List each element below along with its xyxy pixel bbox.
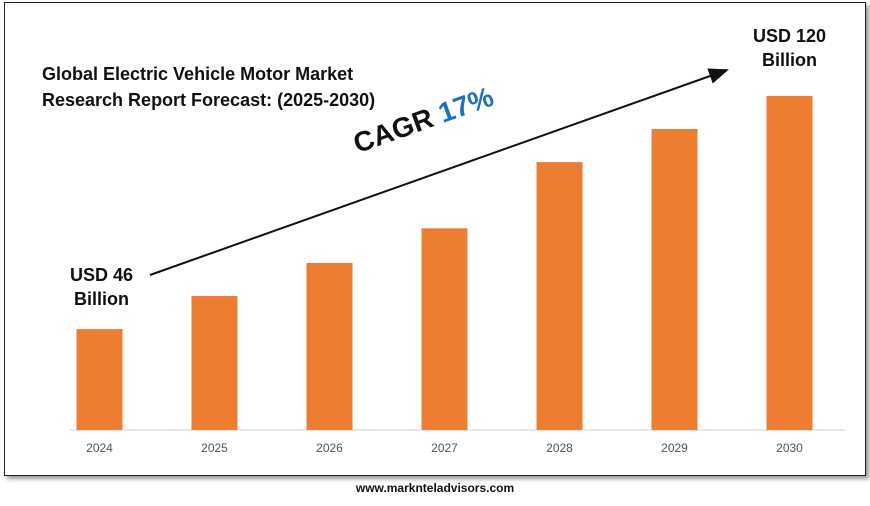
value-label: USD 46 Billion: [69, 265, 134, 310]
x-tick-label: 2027: [431, 441, 458, 455]
bar: [766, 95, 813, 431]
bar: [76, 329, 123, 430]
chart-title: Global Electric Vehicle Motor Market Res…: [42, 64, 376, 110]
bar: [536, 162, 583, 431]
x-tick-label: 2024: [86, 441, 113, 455]
value-label: USD 120 Billion: [752, 25, 827, 70]
x-tick-label: 2030: [776, 441, 803, 455]
x-tick-label: 2028: [546, 441, 573, 455]
footer: www.marknteladvisors.com: [355, 481, 515, 495]
x-tick-label: 2025: [201, 441, 228, 455]
bar: [306, 262, 353, 430]
bar: [421, 228, 468, 430]
bar: [651, 129, 698, 431]
bar: [191, 296, 238, 430]
x-tick-label: 2026: [316, 441, 343, 455]
x-tick-label: 2029: [661, 441, 688, 455]
trend-arrow: [149, 68, 729, 276]
